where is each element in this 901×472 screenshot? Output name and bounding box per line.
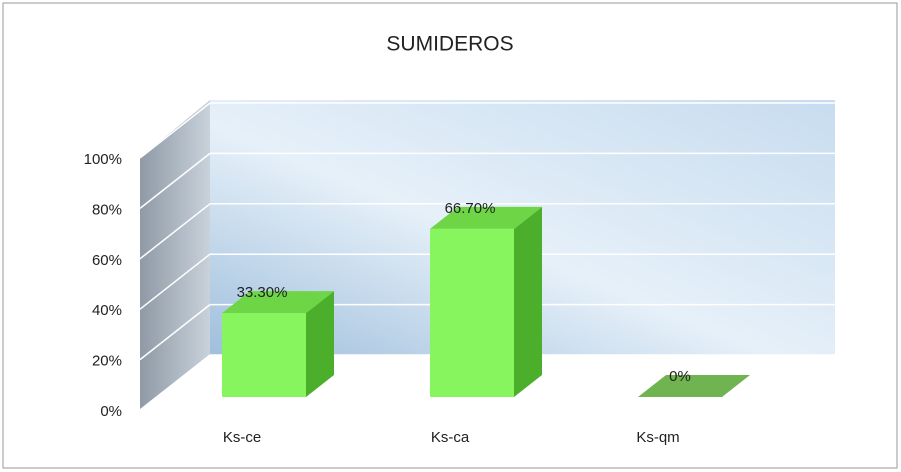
y-tick-label: 0%: [100, 403, 122, 420]
grid-line: [139, 304, 211, 361]
value-label: 0%: [669, 368, 691, 385]
chart-title: SUMIDEROS: [386, 33, 513, 56]
x-tick-label: Ks-ce: [223, 429, 261, 446]
y-tick-label: 80%: [92, 201, 122, 218]
bar-side: [514, 206, 542, 397]
y-tick-label: 20%: [92, 353, 122, 370]
value-label: 33.30%: [237, 284, 288, 301]
grid-line: [139, 152, 211, 209]
side-wall: [140, 100, 210, 410]
grid-line: [139, 253, 211, 310]
bar-top: [222, 291, 334, 314]
bar: [222, 313, 306, 397]
y-tick-label: 60%: [92, 252, 122, 269]
x-tick-label: Ks-ca: [431, 429, 470, 446]
grid-line: [139, 203, 211, 260]
grid-line: [139, 354, 211, 411]
grid-line: [139, 102, 211, 159]
value-label: 66.70%: [445, 200, 496, 217]
y-tick-label: 100%: [84, 151, 122, 168]
y-tick-label: 40%: [92, 302, 122, 319]
x-tick-label: Ks-qm: [636, 429, 679, 446]
bar-side: [306, 291, 334, 397]
bar: [430, 228, 514, 397]
bar-top: [430, 206, 542, 229]
bar-top: [638, 375, 750, 397]
